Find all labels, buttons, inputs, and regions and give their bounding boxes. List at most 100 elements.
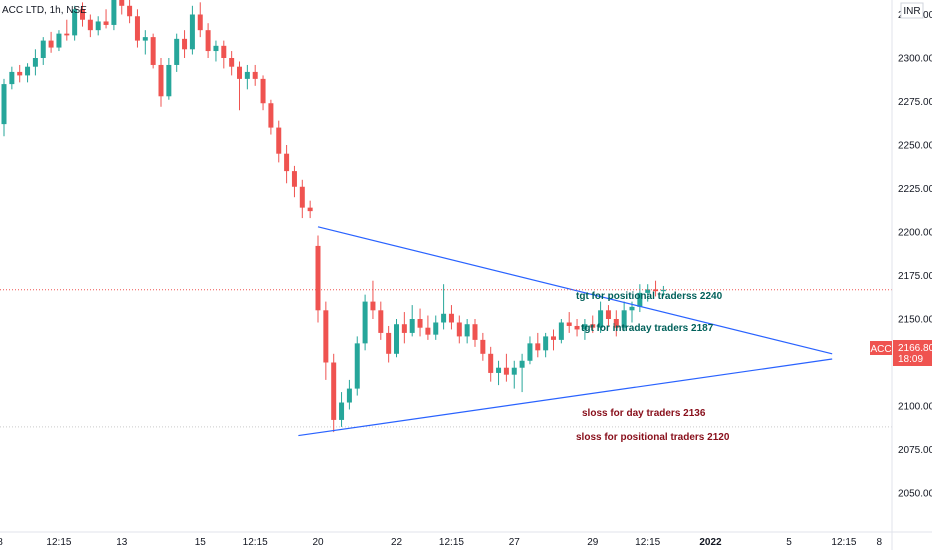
- candle-body: [32, 58, 38, 67]
- candle-body: [613, 319, 619, 328]
- candle: [182, 30, 188, 58]
- y-tick-label: 2250.00: [898, 141, 932, 152]
- candle: [174, 33, 180, 72]
- price-axis[interactable]: 2050.002075.002100.002125.002150.002175.…: [898, 10, 932, 500]
- candle-body: [370, 301, 376, 311]
- candle: [527, 336, 533, 365]
- candle: [323, 301, 329, 380]
- candle: [605, 305, 611, 326]
- y-tick-label: 2300.00: [898, 54, 932, 65]
- candle: [87, 14, 93, 38]
- y-tick-label: 2225.00: [898, 184, 932, 195]
- candle-body: [488, 353, 494, 373]
- y-tick-label: 2150.00: [898, 315, 932, 326]
- candle-body: [566, 322, 572, 326]
- symbol-tag: ACC: [870, 341, 892, 355]
- candle-body: [229, 58, 235, 67]
- trendline[interactable]: [298, 358, 833, 437]
- candle: [158, 58, 164, 107]
- candle-body: [456, 322, 462, 337]
- candle: [40, 37, 46, 65]
- candle: [409, 305, 415, 337]
- current-price-label: 2166.80: [898, 343, 932, 354]
- candle-body: [56, 33, 62, 48]
- candle: [111, 0, 117, 31]
- candle-body: [660, 289, 666, 292]
- candle-body: [244, 71, 250, 79]
- candle-body: [582, 324, 588, 330]
- candle-body: [362, 301, 368, 344]
- x-tick-label: 8: [0, 537, 3, 548]
- candle-body: [237, 66, 242, 79]
- candle-body: [574, 325, 580, 330]
- candle: [637, 284, 643, 313]
- horizontal-levels: [0, 426, 892, 428]
- annotation-tgt-positional: tgt for positional traderss 2240: [576, 291, 723, 302]
- candle-body: [182, 38, 188, 50]
- candlestick-series: [1, 0, 666, 433]
- candle: [95, 16, 101, 36]
- currency-badge[interactable]: [900, 2, 924, 19]
- candle-body: [433, 322, 439, 335]
- currency-label: INR: [903, 6, 920, 17]
- x-tick-label: 12:15: [243, 537, 268, 548]
- candle: [189, 5, 195, 55]
- x-tick-label: 15: [195, 537, 207, 548]
- candle-body: [213, 45, 219, 52]
- candle-body: [558, 322, 564, 340]
- candle: [331, 353, 337, 433]
- candle: [268, 99, 274, 135]
- candle-body: [1, 84, 7, 125]
- y-tick-label: 2175.00: [898, 271, 932, 282]
- candle-body: [637, 292, 643, 307]
- candle-body: [111, 0, 117, 25]
- candle-body: [134, 16, 140, 41]
- candle: [307, 200, 313, 219]
- candle-body: [299, 186, 305, 208]
- y-tick-label: 2100.00: [898, 402, 932, 413]
- symbol-label: ACC: [870, 344, 891, 355]
- candle-body: [425, 327, 431, 335]
- candle-body: [598, 310, 604, 328]
- candle-body: [409, 319, 415, 333]
- candle-body: [17, 71, 23, 76]
- candle: [401, 312, 407, 344]
- candle-body: [189, 14, 195, 50]
- candle: [551, 329, 556, 351]
- x-tick-label: 20: [312, 537, 324, 548]
- annotation-sloss-day: sloss for day traders 2136: [582, 408, 706, 419]
- candle: [464, 319, 470, 344]
- candle: [72, 5, 78, 41]
- candle-body: [174, 38, 180, 65]
- candle-body: [339, 402, 345, 420]
- y-tick-label: 2050.00: [898, 489, 932, 500]
- candle-body: [142, 37, 148, 41]
- time-axis[interactable]: 8 12:15 13 15 12:15 20 22 12:15 27 29 12:15 2022 5 12…: [0, 537, 882, 548]
- candle: [56, 30, 62, 52]
- trendlines[interactable]: [298, 226, 833, 437]
- candle-body: [503, 367, 509, 375]
- candle-body: [629, 306, 635, 311]
- countdown-label: 18:09: [898, 354, 923, 365]
- candle: [629, 301, 635, 323]
- candle: [32, 49, 38, 76]
- candle-body: [519, 360, 525, 368]
- candle: [660, 285, 666, 297]
- candle: [543, 332, 549, 358]
- candle-body: [64, 33, 70, 36]
- candle-body: [464, 324, 470, 337]
- annotation-sloss-positional: sloss for positional traders 2120: [576, 432, 730, 443]
- trendline[interactable]: [317, 226, 833, 355]
- candle: [386, 325, 392, 363]
- candle: [134, 9, 140, 48]
- candle: [441, 284, 447, 330]
- candle: [433, 315, 439, 340]
- x-tick-label: 13: [116, 537, 128, 548]
- candle: [613, 310, 619, 337]
- candle-body: [323, 310, 329, 363]
- candle: [244, 64, 250, 90]
- candle-body: [551, 336, 556, 340]
- candle-body: [394, 324, 399, 354]
- candle-body: [276, 127, 282, 154]
